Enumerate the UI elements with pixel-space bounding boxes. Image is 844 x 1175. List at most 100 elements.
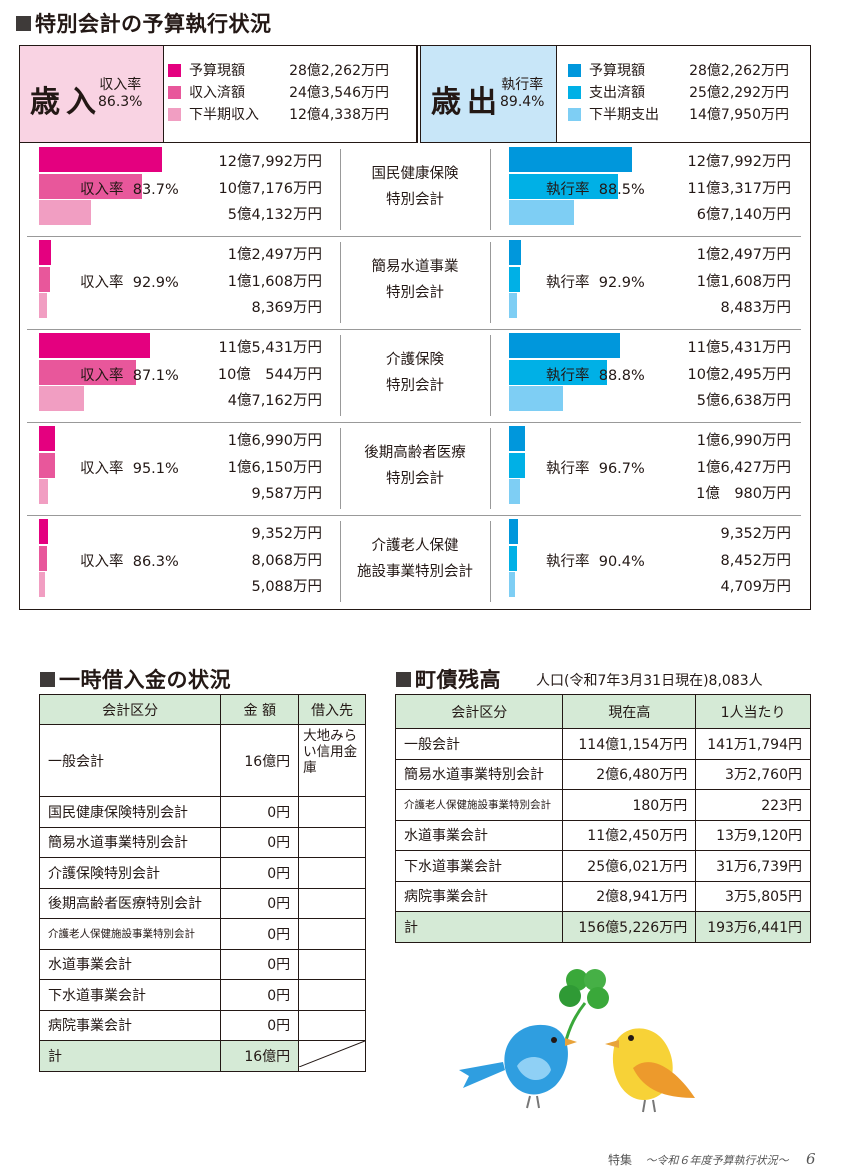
table-row: 一般会計 16億円 大地みらい信用金庫 [38, 724, 366, 797]
population-note: 人口(令和7年3月31日現在)8,083人 [536, 673, 763, 689]
expense-bar-half [509, 200, 574, 225]
expense-value: 8,452万円 [720, 552, 791, 569]
table-row: 簡易水道事業特別会計 2億6,480万円 3万2,760円 [394, 758, 811, 790]
table-row: 後期高齢者医療特別会計 0円 [38, 887, 366, 919]
expense-value: 9,352万円 [720, 526, 791, 542]
table-row: 水道事業会計 11億2,450万円 13万9,120円 [394, 819, 811, 851]
legend-label: 予算現額 [189, 63, 245, 79]
square-bullet-icon [16, 16, 31, 31]
revenue-value: 1億6,990万円 [227, 433, 322, 449]
fund-name-line: 特別会計 [386, 471, 444, 487]
expense-value: 1億 980万円 [696, 486, 791, 502]
legend-label: 支出済額 [589, 85, 645, 101]
legend-label: 下半期支出 [589, 107, 659, 123]
account-name-cell: 水道事業会計 [394, 819, 564, 851]
column-divider [490, 521, 491, 602]
account-name-cell: 病院事業会計 [38, 1009, 222, 1041]
expense-rate-label: 執行率 89.4% [500, 77, 545, 110]
expense-bar-budget [509, 147, 632, 172]
page-footer: 特集 〜令和６年度予算執行状況〜 6 [608, 1150, 816, 1168]
table-row: 介護老人保健施設事業特別会計 180万円 223円 [394, 789, 811, 821]
legend-label: 下半期収入 [189, 107, 259, 123]
amount-cell: 114億1,154万円 [562, 728, 697, 760]
account-name-cell: 国民健康保険特別会計 [38, 796, 222, 828]
legend-swatch-icon [568, 107, 581, 121]
borrow-col-amount: 金 額 [220, 694, 300, 725]
birds-clover-illustration [459, 969, 695, 1113]
debt-table: 会計区分 現在高 1人当たり 一般会計 114億1,154万円 141万1,794円… [394, 694, 811, 943]
expense-bar-budget [509, 333, 620, 358]
fund-name-line: 後期高齢者医療 [364, 445, 466, 461]
per-capita-cell: 223円 [695, 789, 811, 821]
expense-legend-item: 予算現額 28億2,262万円 [568, 60, 789, 80]
per-capita-cell: 3万2,760円 [695, 758, 811, 790]
debt-col-per-capita: 1人当たり [695, 694, 811, 729]
column-divider [490, 242, 491, 323]
column-divider [490, 335, 491, 416]
amount-cell: 0円 [220, 826, 300, 858]
row-divider [27, 329, 801, 330]
account-name-cell: 介護保険特別会計 [38, 857, 222, 889]
fund-name-line: 施設事業特別会計 [357, 564, 473, 580]
revenue-bar-received [39, 452, 55, 478]
revenue-value: 4億7,162万円 [227, 393, 322, 409]
account-name-cell: 病院事業会計 [394, 880, 564, 912]
total-row: 計 156億5,226万円 193万6,441円 [394, 911, 811, 943]
account-name-cell: 下水道事業会計 [394, 850, 564, 882]
revenue-bar-received [39, 266, 51, 292]
expense-bar-spent [509, 359, 608, 385]
total-per-capita-cell: 193万6,441円 [695, 911, 811, 943]
revenue-bar-budget [39, 519, 48, 544]
revenue-value: 9,587万円 [251, 486, 322, 502]
per-capita-cell: 3万5,805円 [695, 880, 811, 912]
expense-value: 10億2,495万円 [687, 366, 791, 383]
expense-legend-item: 支出済額 25億2,292万円 [568, 82, 789, 102]
revenue-value: 11億5,431万円 [218, 340, 322, 356]
table-row: 下水道事業会計 25億6,021万円 31万6,739円 [394, 850, 811, 882]
amount-cell: 0円 [220, 887, 300, 919]
legend-value: 25億2,292万円 [689, 85, 789, 101]
revenue-value: 5億4,132万円 [227, 207, 322, 223]
row-divider [27, 422, 801, 423]
fund-name-line: 介護老人保健 [371, 538, 459, 554]
amount-cell: 2億8,941万円 [562, 880, 697, 912]
legend-swatch-icon [168, 85, 181, 99]
expense-bar-half [509, 572, 515, 597]
debt-col-amount: 現在高 [562, 694, 697, 729]
legend-value: 24億3,546万円 [289, 85, 389, 101]
account-name-cell: 下水道事業会計 [38, 979, 222, 1011]
expense-bar-budget [509, 519, 518, 544]
per-capita-cell: 141万1,794円 [695, 728, 811, 760]
expense-rate-text: 執行率 88.5% [546, 182, 645, 198]
revenue-legend-item: 収入済額 24億3,546万円 [168, 82, 389, 102]
account-name-cell: 一般会計 [394, 728, 564, 760]
column-divider [340, 242, 341, 323]
amount-cell: 0円 [220, 979, 300, 1011]
expense-bar-half [509, 479, 520, 504]
expense-bar-spent [509, 266, 521, 292]
expense-bar-spent [509, 545, 518, 571]
revenue-bar-budget [39, 240, 51, 265]
expense-value: 4,709万円 [720, 579, 791, 595]
lender-cell [298, 948, 366, 980]
legend-swatch-icon [568, 85, 581, 99]
expense-bar-half [509, 386, 564, 411]
account-name-cell: 後期高齢者医療特別会計 [38, 887, 222, 919]
expense-rate-text: 執行率 92.9% [546, 275, 645, 291]
amount-cell: 180万円 [562, 789, 697, 821]
total-amount-cell: 16億円 [220, 1040, 300, 1072]
amount-cell: 16億円 [220, 724, 300, 797]
legend-label: 収入済額 [189, 85, 245, 101]
table-row: 介護保険特別会計 0円 [38, 857, 366, 889]
column-divider [340, 521, 341, 602]
fund-name-line: 特別会計 [386, 192, 444, 208]
legend-label: 予算現額 [589, 63, 645, 79]
expense-value: 11億5,431万円 [687, 340, 791, 356]
borrow-col-lender: 借入先 [298, 694, 366, 725]
total-row: 計 16億円 [38, 1040, 366, 1072]
revenue-legend-item: 下半期収入 12億4,338万円 [168, 104, 389, 124]
revenue-bar-half [39, 479, 49, 504]
lender-cell [298, 887, 366, 919]
account-name-cell: 介護老人保健施設事業特別会計 [38, 918, 222, 950]
amount-cell: 0円 [220, 918, 300, 950]
